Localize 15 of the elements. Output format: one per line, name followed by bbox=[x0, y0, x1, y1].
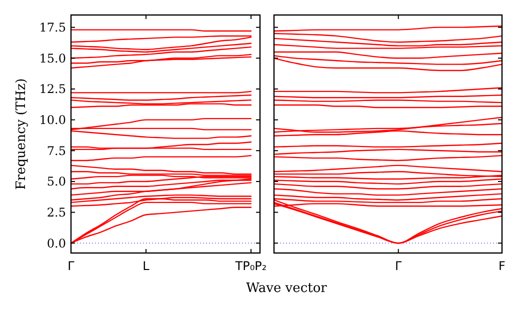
y-tick-label: 0.0 bbox=[46, 236, 66, 250]
y-tick-label: 15.0 bbox=[39, 51, 66, 66]
x-axis-title: Wave vector bbox=[246, 281, 328, 296]
y-axis-title: Frequency (THz) bbox=[14, 78, 29, 190]
y-tick-label: 12.5 bbox=[39, 82, 66, 96]
x-tick-label: F bbox=[498, 259, 506, 273]
x-tick-label: Γ bbox=[395, 259, 402, 273]
y-tick-label: 7.5 bbox=[46, 144, 66, 158]
x-tick-label: Γ bbox=[68, 259, 75, 273]
y-tick-label: 17.5 bbox=[39, 20, 66, 35]
x-tick-label: L bbox=[142, 259, 150, 273]
x-tick-label: TP₀P₂ bbox=[234, 259, 267, 273]
y-tick-label: 5.0 bbox=[46, 174, 66, 189]
y-tick-label: 2.5 bbox=[46, 206, 66, 220]
y-tick-label: 10.0 bbox=[39, 113, 66, 128]
